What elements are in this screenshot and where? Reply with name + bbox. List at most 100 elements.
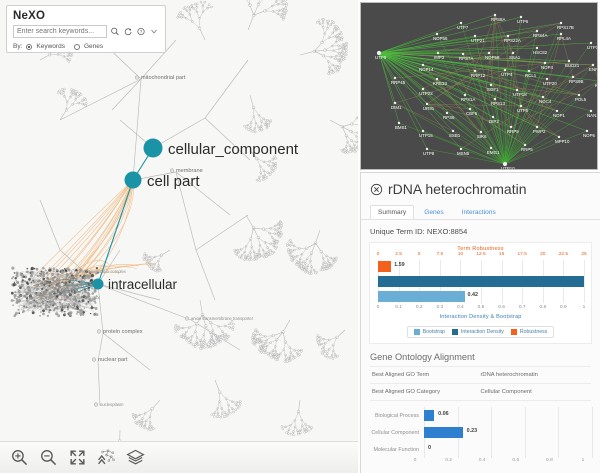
gene-node[interactable]	[376, 50, 382, 56]
gene-node-label[interactable]: NOP58	[485, 55, 500, 60]
gene-node-label[interactable]: UTP8	[423, 151, 435, 156]
gene-node-label[interactable]: NOC4	[539, 99, 552, 104]
gene-node[interactable]	[435, 32, 439, 36]
gene-node-label[interactable]: SSB1	[449, 133, 461, 138]
layers-icon[interactable]	[126, 448, 145, 467]
gene-node[interactable]	[511, 51, 515, 55]
gene-node[interactable]	[445, 111, 449, 115]
tree-node-highlighted-label[interactable]: intracellular	[108, 277, 178, 292]
gene-node[interactable]	[397, 121, 401, 125]
search-by-options[interactable]: By: Keywords Genes	[13, 43, 159, 50]
tree-node-label[interactable]: cytoplasm	[62, 302, 81, 307]
gene-node-label[interactable]: NOP6	[583, 133, 596, 138]
gene-node[interactable]	[523, 143, 527, 147]
gene-node[interactable]	[473, 69, 477, 73]
gene-node-label[interactable]: UTP20	[543, 81, 557, 86]
tab-genes[interactable]: Genes	[424, 209, 444, 216]
tree-node-highlighted-label[interactable]: cell part	[147, 173, 200, 190]
radio-genes[interactable]	[73, 43, 80, 50]
gene-node[interactable]	[559, 21, 563, 25]
gene-node-label[interactable]: UTP21	[471, 38, 485, 43]
gene-node[interactable]	[468, 107, 472, 111]
gene-node-label[interactable]: POL5	[575, 97, 587, 102]
gene-node-label[interactable]: IMP3	[434, 55, 445, 60]
gene-node-label[interactable]: UTP5	[517, 108, 529, 113]
gene-node[interactable]	[585, 129, 589, 133]
gene-node[interactable]	[519, 15, 523, 19]
gene-node[interactable]	[461, 52, 465, 56]
gene-node[interactable]	[535, 46, 539, 50]
ontology-tree-graph[interactable]: mitochondrial part membrane protein comple…	[0, 0, 358, 473]
gene-node[interactable]	[473, 34, 477, 38]
gene-node-label[interactable]: RRP9	[507, 129, 519, 134]
gene-node[interactable]	[509, 125, 513, 129]
gene-node-label[interactable]: NOP4	[541, 65, 554, 70]
gene-node[interactable]	[506, 34, 510, 38]
zoom-in-icon[interactable]	[10, 448, 29, 467]
tree-node-label[interactable]: ribosome precursor	[64, 295, 101, 300]
gene-node-label[interactable]: RPS17B	[557, 25, 574, 30]
collapse-icon[interactable]	[97, 448, 116, 467]
gene-node[interactable]	[543, 61, 547, 65]
gene-node-label[interactable]: BUD21	[565, 63, 580, 68]
tree-node-label[interactable]: protein complex	[103, 329, 143, 335]
gene-node[interactable]	[489, 83, 493, 87]
gene-node[interactable]	[571, 75, 575, 79]
gene-node[interactable]	[535, 29, 539, 33]
gene-node[interactable]	[479, 130, 483, 134]
help-icon[interactable]: ?	[136, 25, 146, 38]
gene-node[interactable]	[463, 93, 467, 97]
gene-node-label[interactable]: SIK6	[477, 134, 487, 139]
gene-node[interactable]	[589, 41, 593, 45]
gene-node-label[interactable]: RPS6	[443, 115, 455, 120]
tree-node-label[interactable]: nuclear part	[98, 357, 128, 363]
close-circle-icon[interactable]	[370, 183, 383, 196]
gene-node-label[interactable]: KRE33	[433, 81, 447, 86]
gene-node[interactable]	[545, 77, 549, 81]
gene-node-label[interactable]: SSA1	[509, 55, 521, 60]
gene-node[interactable]	[519, 104, 523, 108]
gene-node[interactable]	[489, 146, 493, 150]
gene-node-label[interactable]: ENP1	[589, 67, 598, 72]
gene-node[interactable]	[591, 63, 595, 67]
gene-node-label[interactable]: MSN5	[457, 151, 470, 156]
gene-node-label[interactable]: RPS4A	[533, 33, 547, 38]
gene-node-label[interactable]: KRI1	[595, 83, 598, 88]
gene-node-label[interactable]: CBF5	[466, 111, 478, 116]
gene-node-label[interactable]: RRP12	[471, 73, 486, 78]
search-input[interactable]	[13, 25, 107, 38]
gene-node-label[interactable]: UTP6	[517, 19, 529, 24]
gene-node[interactable]	[559, 32, 563, 36]
tree-node-label[interactable]: ribosomal subunit	[66, 282, 100, 287]
fit-to-screen-icon[interactable]	[68, 448, 87, 467]
search-icon[interactable]	[110, 25, 120, 38]
gene-node[interactable]	[436, 51, 440, 55]
gene-node-label[interactable]: SOF1	[487, 87, 499, 92]
gene-node-label[interactable]: RPS8A	[491, 17, 505, 22]
gene-node[interactable]	[421, 87, 425, 91]
gene-node-label[interactable]: RPL4A	[557, 36, 571, 41]
gene-node[interactable]	[577, 93, 581, 97]
tree-node-label[interactable]: anion transmembrane transporter	[191, 316, 254, 321]
gene-node-label[interactable]: RRP5	[521, 147, 533, 152]
gene-node[interactable]	[451, 129, 455, 133]
gene-node-label[interactable]: RPS22A	[504, 38, 521, 43]
tree-node-label[interactable]: mitochondrial part	[141, 75, 186, 81]
gene-node-label[interactable]: UTP22	[419, 91, 433, 96]
tree-node-highlighted[interactable]	[124, 171, 142, 189]
tab-summary[interactable]: Summary	[370, 205, 415, 219]
gene-node-label[interactable]: UTP9	[375, 55, 387, 60]
gene-node-label[interactable]: RPS7A	[459, 56, 473, 61]
tree-node-label[interactable]: ribonucleoprotein complex	[77, 269, 127, 274]
gene-node[interactable]	[502, 161, 508, 167]
gene-node-label[interactable]: EMG1	[487, 150, 500, 155]
gene-node-label[interactable]: MPP10	[555, 139, 570, 144]
gene-node[interactable]	[527, 69, 531, 73]
gene-node[interactable]	[435, 77, 439, 81]
gene-node-label[interactable]: RPS13	[491, 101, 505, 106]
gene-node[interactable]	[459, 147, 463, 151]
tab-interactions[interactable]: Interactions	[461, 209, 496, 216]
gene-node-label[interactable]: NOP1	[553, 113, 566, 118]
gene-node-label[interactable]: UTP13	[587, 45, 598, 50]
chevron-down-icon[interactable]	[149, 25, 159, 38]
